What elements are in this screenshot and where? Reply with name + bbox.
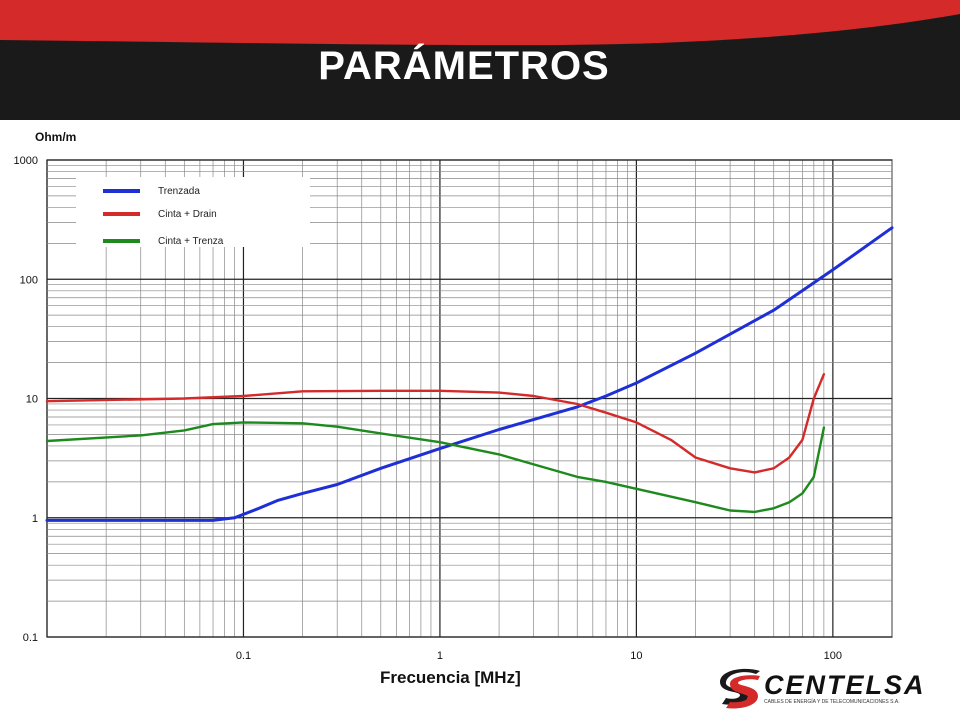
series-line-2 [45, 373, 826, 474]
page-title: PARÁMETROS [318, 44, 610, 88]
y-tick-label: 100 [20, 274, 38, 286]
header-banner [0, 0, 960, 120]
y-tick-label: 1 [32, 513, 38, 525]
y-tick-label: 1000 [14, 155, 38, 167]
legend-label-2: Cinta + Drain [158, 209, 217, 220]
legend-label-1: Trenzada [158, 186, 200, 197]
x-axis-label: Frecuencia [MHz] [380, 668, 521, 687]
y-tick-label: 0.1 [23, 632, 38, 644]
x-tick-label: 100 [824, 650, 842, 662]
series-line-1 [45, 226, 894, 522]
y-tick-label: 10 [26, 394, 38, 406]
logo-tagline: CABLES DE ENERGÍA Y DE TELECOMUNICACIONE… [764, 699, 900, 705]
x-tick-label: 0.1 [236, 650, 251, 662]
y-axis-label: Ohm/m [35, 130, 77, 144]
brand-logo: CENTELSA CABLES DE ENERGÍA Y DE TELECOMU… [716, 664, 924, 714]
series-line-3 [45, 421, 826, 514]
logo-wordmark: CENTELSA [764, 670, 926, 700]
legend-label-3: Cinta + Trenza [158, 236, 224, 247]
x-tick-label: 10 [630, 650, 642, 662]
x-tick-label: 1 [437, 650, 443, 662]
logo-mark-icon [720, 668, 760, 709]
